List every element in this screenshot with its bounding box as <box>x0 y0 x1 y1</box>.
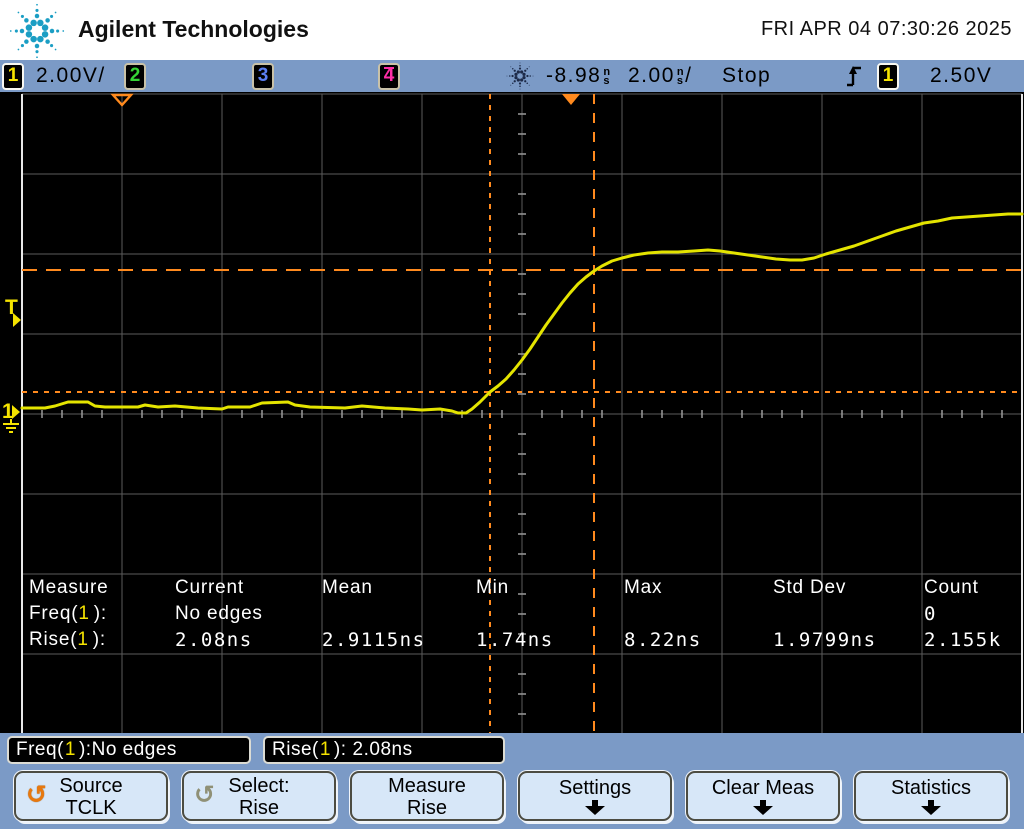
rotate-ccw-orange-icon: ↺ <box>26 780 47 809</box>
rise-count: 2.155k <box>924 629 1002 651</box>
softkey-select[interactable]: ↺ Select: Rise <box>182 771 336 821</box>
channel-4-invert-bar <box>384 66 394 69</box>
trigger-level-arrow-icon <box>13 313 21 327</box>
rise-mean: 2.9115ns <box>322 629 426 651</box>
rise-readout: Rise(1): 2.08ns <box>263 736 505 764</box>
channel-2-badge[interactable]: 2 <box>124 60 146 92</box>
rising-edge-icon <box>846 60 862 92</box>
softkey-clear-meas[interactable]: Clear Meas <box>686 771 840 821</box>
col-header-stddev: Std Dev <box>773 577 847 598</box>
freq-readout-value: No edges <box>91 739 177 760</box>
channel-1-badge[interactable]: 1 <box>2 60 24 92</box>
col-header-count: Count <box>924 577 979 598</box>
col-header-current: Current <box>175 577 244 598</box>
channel-1-zero-arrow-icon <box>12 405 20 419</box>
down-arrow-icon <box>921 800 941 815</box>
channel-1-label: 1 <box>7 65 19 86</box>
datetime-display: FRI APR 04 07:30:26 2025 <box>760 18 1012 40</box>
meas-name-rise: Rise(1): <box>29 629 106 650</box>
rotate-ccw-gray-icon: ↺ <box>194 780 215 809</box>
channel-3-badge[interactable]: 3 <box>252 60 274 92</box>
meas-name-freq: Freq(1): <box>29 603 107 624</box>
softkey-source[interactable]: ↺ Source TCLK <box>14 771 168 821</box>
acquisition-state: Stop <box>722 64 772 87</box>
softkey-statistics[interactable]: Statistics <box>854 771 1008 821</box>
trigger-level: 2.50V <box>930 64 993 87</box>
col-header-mean: Mean <box>322 577 373 598</box>
freq-readout: Freq(1): No edges <box>7 736 251 764</box>
softkey-settings[interactable]: Settings <box>518 771 672 821</box>
timebase-scale: 2.00 n s / <box>628 64 693 87</box>
trigger-source-badge[interactable]: 1 <box>877 60 899 92</box>
channel-1-scale: 2.00V/ <box>36 64 106 87</box>
timebase-value: 2.00 <box>628 64 675 87</box>
channel-4-badge[interactable]: 4 <box>378 60 400 92</box>
down-arrow-icon <box>585 800 605 815</box>
rise-max: 8.22ns <box>624 629 702 651</box>
col-header-max: Max <box>624 577 663 598</box>
trigger-delay-marker-icon <box>110 93 134 107</box>
channel-3-label: 3 <box>257 65 269 86</box>
header-bar: Agilent Technologies FRI APR 04 07:30:26… <box>0 0 1024 60</box>
graticule-and-trace: T1 <box>2 93 1024 734</box>
softkey-panel: Freq(1): No edges Rise(1): 2.08ns ↺ Source… <box>0 733 1024 829</box>
softkey-measure[interactable]: Measure Rise <box>350 771 504 821</box>
trigger-source-label: 1 <box>882 65 894 86</box>
rise-min: 1.74ns <box>476 629 554 651</box>
freq-current: No edges <box>175 603 263 624</box>
measurement-row-rise: Rise(1): 2.08ns 2.9115ns 1.74ns 8.22ns 1… <box>0 629 1024 653</box>
spark-icon <box>505 60 535 92</box>
brand-name: Agilent Technologies <box>78 16 309 42</box>
channel-1-zero-marker: 1 <box>2 400 14 423</box>
down-arrow-icon <box>753 800 773 815</box>
agilent-logo-icon <box>9 3 65 59</box>
softkey-row: ↺ Source TCLK ↺ Select: Rise Measure Ris… <box>14 771 1008 821</box>
channel-4-label: 4 <box>383 65 395 86</box>
trigger-level-marker: T <box>5 296 18 319</box>
rise-current: 2.08ns <box>175 629 253 651</box>
channel-2-label: 2 <box>129 65 141 86</box>
rise-readout-value: 2.08ns <box>352 739 413 760</box>
channel-1-trace <box>20 212 1024 415</box>
ground-symbol-icon <box>3 419 19 433</box>
status-bar: 1 2.00V/ 2 3 4 -8.98 n s 2.00 n s / Stop 1 <box>0 60 1024 92</box>
time-reference-marker-icon <box>562 94 580 105</box>
rise-stddev: 1.9799ns <box>773 629 877 651</box>
col-header-measure: Measure <box>29 577 109 598</box>
measurement-row-freq: Freq(1): No edges 0 <box>0 603 1024 627</box>
measurement-header-row: Measure Current Mean Min Max Std Dev Cou… <box>0 577 1024 601</box>
horizontal-delay: -8.98 n s <box>546 64 612 87</box>
delay-value: -8.98 <box>546 64 602 87</box>
col-header-min: Min <box>476 577 510 598</box>
freq-count: 0 <box>924 603 937 625</box>
